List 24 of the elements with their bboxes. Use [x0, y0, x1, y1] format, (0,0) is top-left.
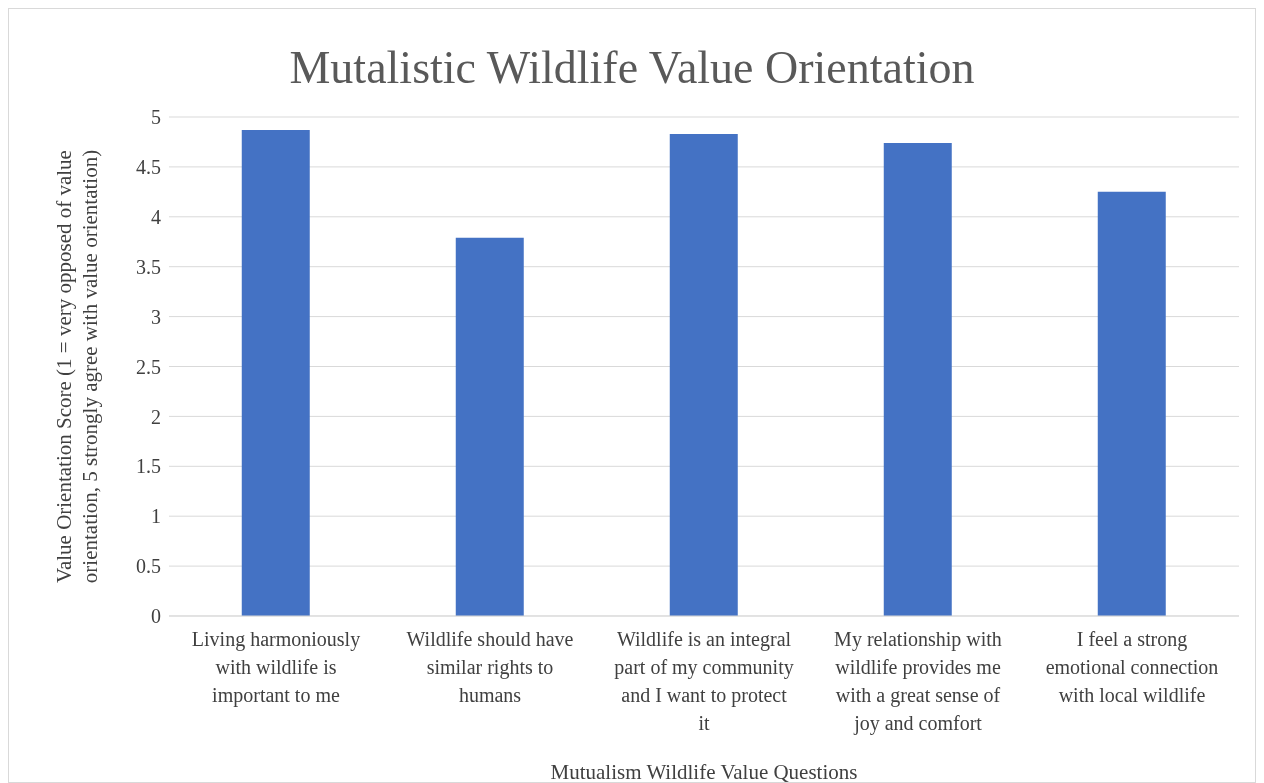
y-tick-label: 3 — [151, 305, 161, 328]
x-tick-label: Living harmoniously with wildlife is important to me — [191, 628, 361, 707]
y-tick-label: 1.5 — [136, 455, 161, 478]
y-tick-label: 4 — [151, 205, 161, 228]
bar — [669, 133, 738, 616]
y-tick-label: 0.5 — [136, 555, 161, 578]
y-tick-label: 5 — [151, 106, 161, 129]
chart-title: Mutalistic Wildlife Value Orientation — [288, 41, 976, 95]
y-tick-label: 0 — [151, 605, 161, 628]
x-tick-label: Wildlife is an integral part of my community and I want to protect it — [614, 628, 794, 734]
y-tick-label: 2 — [151, 405, 161, 428]
bar — [241, 129, 310, 616]
x-axis-title: Mutualism Wildlife Value Questions — [550, 760, 858, 783]
y-tick-label: 4.5 — [136, 156, 161, 178]
x-tick-label: Wildlife should have similar rights to humans — [406, 628, 574, 706]
y-tick-label: 3.5 — [136, 255, 161, 278]
bar — [1097, 191, 1166, 616]
y-tick-label: 2.5 — [136, 355, 161, 378]
x-tick-label: My relationship with wildlife provides me with a great sense of joy and comfort — [834, 628, 1002, 735]
bar — [455, 237, 524, 616]
y-tick-label: 1 — [151, 505, 161, 528]
y-axis-title: Value Orientation Score (1 = very opposed of value orientation, 5 strongly agree with value orientation) — [52, 149, 102, 584]
x-tick-label: I feel a strong emotional connection with local wildlife — [1045, 628, 1219, 706]
bar — [883, 142, 952, 616]
